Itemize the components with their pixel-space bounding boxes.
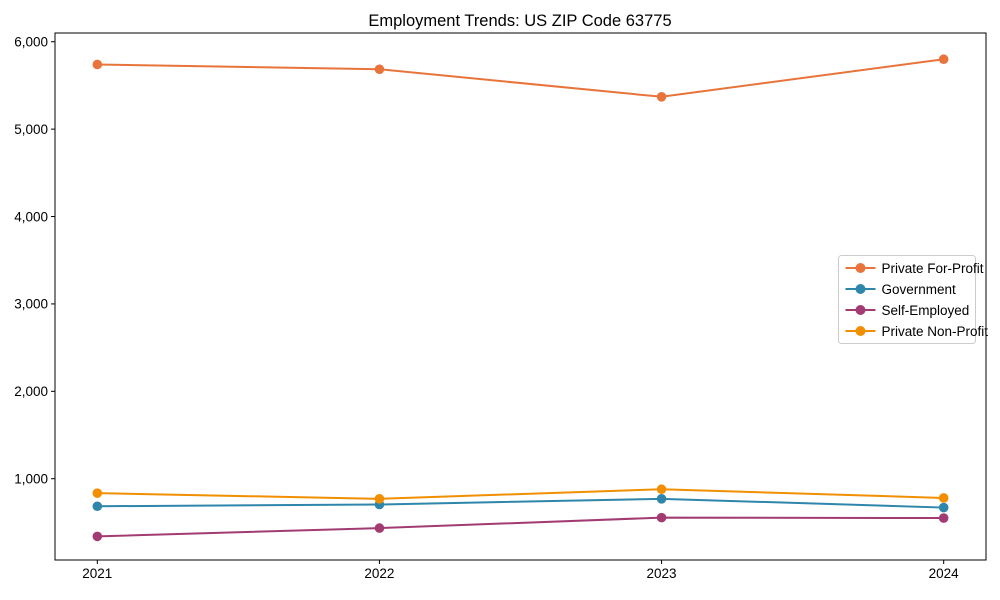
- x-tick-label: 2022: [364, 566, 394, 581]
- legend-label: Government: [882, 282, 957, 297]
- data-point-private-non-profit: [656, 484, 667, 495]
- axes-frame: [54, 32, 987, 561]
- series-line-private-non-profit: [96, 488, 945, 500]
- data-point-private-non-profit: [938, 493, 949, 503]
- data-point-government: [656, 494, 667, 504]
- data-point-self-employed: [92, 531, 103, 542]
- y-tick-label: 6,000: [14, 35, 48, 50]
- series-line-self-employed: [96, 516, 945, 538]
- data-point-self-employed: [938, 513, 949, 523]
- series-line-government: [96, 497, 945, 509]
- legend-item: Private For-Profit: [845, 261, 984, 276]
- y-tick-label: 3,000: [14, 297, 48, 312]
- legend-marker: [855, 284, 866, 294]
- data-point-private-non-profit: [92, 488, 103, 498]
- legend-marker: [855, 326, 866, 336]
- data-point-private-for-profit: [92, 59, 103, 70]
- legend-item: Government: [845, 282, 957, 297]
- data-point-private-for-profit: [656, 91, 667, 102]
- legend-item: Private Non-Profit: [845, 324, 989, 339]
- y-tick-label: 2,000: [14, 384, 48, 399]
- plot-area: 1,000 2,000 3,000 4,000 5,000 6,000 2021 2022 20…: [14, 32, 989, 581]
- legend-label: Private For-Profit: [882, 261, 984, 276]
- legend-label: Self-Employed: [882, 303, 970, 318]
- legend-marker: [855, 305, 866, 315]
- y-tick-label: 5,000: [14, 122, 48, 137]
- legend-box: [838, 255, 976, 344]
- legend-label: Private Non-Profit: [882, 324, 989, 339]
- data-point-private-non-profit: [374, 494, 385, 504]
- data-point-government: [938, 502, 949, 513]
- legend-item: Self-Employed: [845, 303, 970, 318]
- data-point-self-employed: [656, 512, 667, 523]
- data-point-self-employed: [374, 523, 385, 533]
- x-tick-label: 2024: [929, 566, 960, 581]
- data-point-government: [92, 501, 103, 512]
- y-tick-label: 1,000: [14, 472, 48, 487]
- x-tick-label: 2021: [82, 566, 112, 581]
- data-point-private-for-profit: [374, 64, 385, 75]
- data-point-private-for-profit: [938, 54, 949, 65]
- series-line-private-for-profit: [96, 58, 945, 98]
- legend: Private For-Profit Government Self-Employe…: [838, 255, 989, 344]
- x-tick-label: 2023: [647, 566, 677, 581]
- y-tick-label: 4,000: [14, 209, 48, 224]
- chart-title: Employment Trends: US ZIP Code 63775: [368, 12, 671, 30]
- legend-marker: [855, 263, 866, 273]
